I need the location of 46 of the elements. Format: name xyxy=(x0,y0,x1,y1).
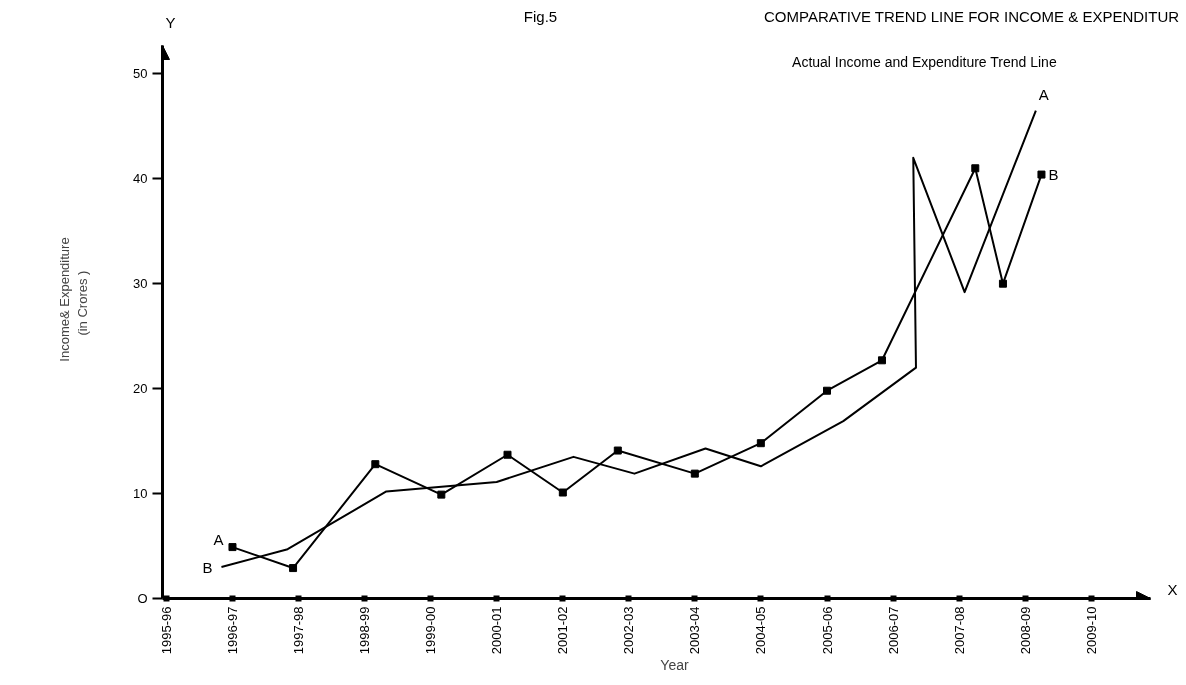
text: Y xyxy=(165,14,176,31)
annotation: A xyxy=(1038,86,1049,104)
point xyxy=(877,356,886,365)
y-tick-label: 50 xyxy=(133,66,148,82)
x-tick-label: 2000-01 xyxy=(489,606,505,655)
y-axis-title: Income& Expenditure (in Crores ) xyxy=(57,237,91,362)
annotation: B xyxy=(1048,166,1059,184)
annotation: B xyxy=(202,558,213,576)
y-tick-label: 10 xyxy=(133,486,148,502)
x-axis-title: Year xyxy=(660,657,689,674)
point xyxy=(823,386,832,395)
point xyxy=(613,446,622,455)
point xyxy=(289,564,298,573)
point xyxy=(690,469,699,478)
point xyxy=(998,279,1007,288)
point xyxy=(1037,170,1046,179)
y-tick-label: 40 xyxy=(133,171,148,187)
x-tick-label: 1999-00 xyxy=(423,606,439,655)
annotation: A xyxy=(213,530,224,548)
x-tick-label: 2008-09 xyxy=(1017,606,1033,655)
point xyxy=(971,164,980,173)
text: Actual Income and Expenditure Trend Line xyxy=(792,53,1057,70)
x-tick-label: 2004-05 xyxy=(753,606,769,655)
x-tick-label: 2003-04 xyxy=(687,606,703,655)
text: X xyxy=(1167,580,1178,598)
point xyxy=(503,450,512,459)
x-tick-label: 2005-06 xyxy=(819,606,835,655)
point xyxy=(437,490,446,499)
x-tick-label: 1995-96 xyxy=(158,606,174,655)
chart-title: COMPARATIVE TREND LINE FOR INCOME & EXPENDITUR xyxy=(764,8,1180,25)
point xyxy=(558,488,567,497)
x-tick-label: 1997-98 xyxy=(291,606,307,655)
y-tick-label: O xyxy=(137,591,148,606)
x-tick-label: 2006-07 xyxy=(885,606,901,655)
x-tick-label: 1998-99 xyxy=(357,606,373,655)
y-tick-label: 30 xyxy=(133,276,148,292)
x-tick-label: 2001-02 xyxy=(555,606,571,655)
x-tick-label: 1996-97 xyxy=(224,606,240,655)
point xyxy=(371,460,380,469)
x-tick-label: 2002-03 xyxy=(621,606,637,655)
y-tick-label: 20 xyxy=(133,381,148,397)
point xyxy=(756,439,765,448)
x-tick-label: 2007-08 xyxy=(951,606,967,655)
x-tick-label: 2009-10 xyxy=(1083,606,1099,655)
point xyxy=(228,543,237,552)
caption: Fig.5 xyxy=(523,8,558,25)
